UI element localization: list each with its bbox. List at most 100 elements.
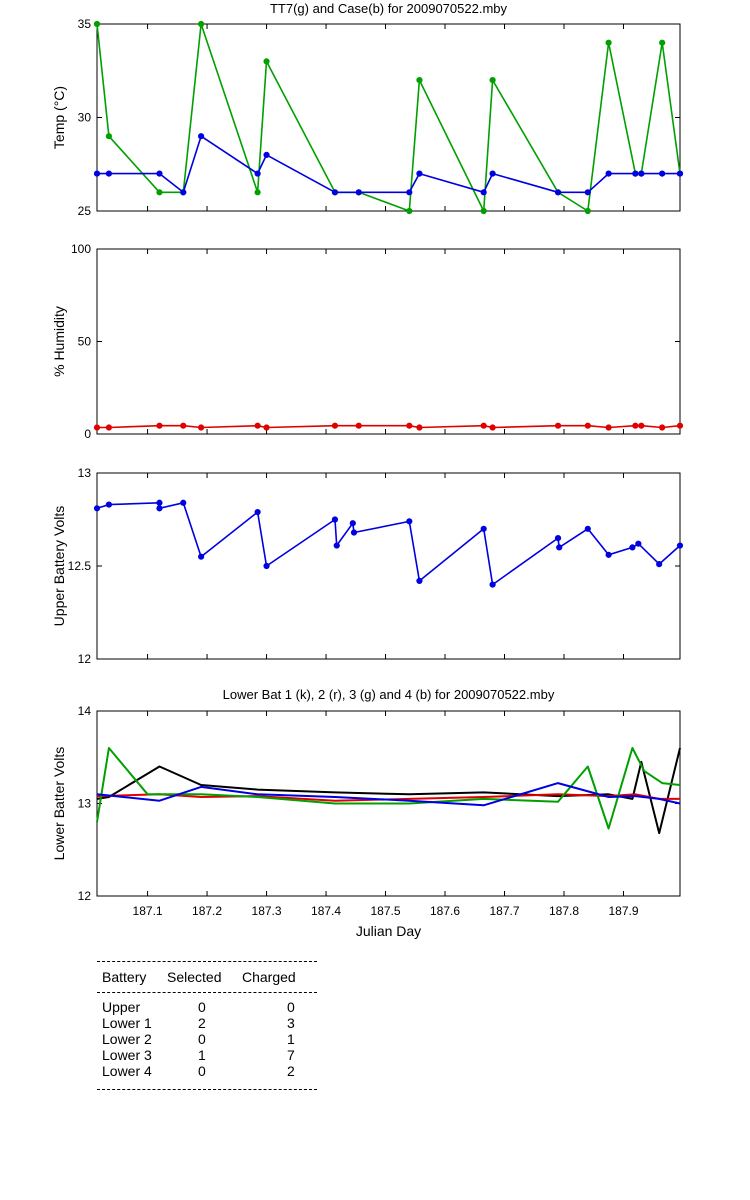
data-point — [416, 577, 423, 584]
y-axis-label: Upper Battery Volts — [51, 506, 67, 627]
data-point — [263, 424, 270, 431]
data-point — [676, 170, 684, 177]
data-point — [656, 561, 663, 568]
table-row: Lower 4 0 2 — [97, 1063, 317, 1079]
battery-charged: 0 — [287, 999, 295, 1015]
x-tick-label: 187.7 — [489, 904, 519, 918]
data-point — [489, 77, 496, 84]
data-point — [350, 529, 358, 536]
data-point — [406, 207, 413, 215]
data-point — [584, 189, 591, 196]
data-point — [263, 151, 270, 158]
y-tick-label: 13 — [78, 466, 92, 480]
data-point — [156, 170, 163, 177]
data-point — [554, 422, 562, 429]
series-line — [96, 747, 681, 830]
series-line — [96, 747, 681, 835]
battery-selected: 0 — [198, 1031, 206, 1047]
data-point — [180, 499, 187, 506]
data-point — [584, 207, 591, 215]
x-tick-label: 187.4 — [311, 904, 341, 918]
data-point — [659, 170, 666, 177]
data-point — [93, 424, 101, 431]
table-header-row: Battery Selected Charged — [97, 962, 317, 992]
y-tick-label: 12 — [78, 652, 92, 666]
battery-selected: 0 — [198, 999, 206, 1015]
table-row: Upper 0 0 — [97, 999, 317, 1015]
x-axis-label: Julian Day — [356, 923, 421, 939]
series-line — [96, 23, 681, 212]
data-point — [156, 422, 163, 429]
y-tick-label: 12 — [78, 889, 92, 903]
battery-selected: 2 — [198, 1015, 206, 1031]
y-axis-label: % Humidity — [51, 306, 67, 377]
data-point — [659, 39, 666, 46]
data-point — [605, 39, 612, 46]
battery-name: Lower 4 — [102, 1063, 152, 1079]
data-point — [556, 544, 563, 551]
chart-title: TT7(g) and Case(b) for 2009070522.mby — [270, 1, 508, 16]
data-point — [331, 516, 339, 523]
battery-selected: 0 — [198, 1063, 206, 1079]
y-tick-label: 0 — [84, 427, 91, 441]
data-point — [156, 499, 163, 506]
data-point — [349, 520, 356, 527]
x-tick-label: 187.6 — [430, 904, 460, 918]
data-point — [489, 170, 496, 177]
data-point — [638, 422, 645, 429]
y-tick-label: 30 — [78, 111, 92, 125]
data-point — [406, 422, 413, 429]
table-divider-bottom — [97, 1089, 317, 1090]
data-point — [638, 170, 645, 177]
data-point — [156, 189, 163, 196]
data-point — [331, 189, 339, 196]
data-point — [105, 424, 112, 431]
x-tick-label: 187.5 — [371, 904, 401, 918]
data-point — [198, 424, 205, 431]
battery-charged: 7 — [287, 1047, 295, 1063]
data-point — [105, 170, 112, 177]
data-point — [198, 20, 205, 28]
data-point — [676, 542, 684, 549]
battery-table: Battery Selected Charged Upper 0 0 Lower… — [97, 961, 317, 1090]
data-point — [406, 518, 413, 525]
data-point — [105, 133, 112, 140]
data-point — [480, 422, 487, 429]
charts-canvas: 25 30 35 TT7(g) and Case(b) for 2009070522.… — [51, 1, 684, 939]
data-point — [254, 422, 261, 429]
data-point — [480, 189, 487, 196]
data-point — [489, 424, 496, 431]
plot-frame — [96, 248, 681, 435]
x-tick-label: 187.3 — [252, 904, 282, 918]
battery-name: Upper — [102, 999, 141, 1015]
data-point — [198, 553, 205, 560]
data-point — [180, 189, 187, 196]
battery-name: Lower 2 — [102, 1031, 152, 1047]
data-point — [489, 581, 496, 588]
x-tick-label: 187.8 — [549, 904, 579, 918]
y-tick-label: 50 — [78, 335, 92, 349]
data-point — [156, 505, 163, 512]
battery-charged: 3 — [287, 1015, 295, 1031]
data-point — [480, 207, 487, 215]
x-tick-label: 187.1 — [133, 904, 163, 918]
table-row: Lower 2 0 1 — [97, 1031, 317, 1047]
data-point — [254, 508, 261, 516]
data-point — [254, 189, 261, 196]
y-tick-label: 13 — [78, 797, 92, 811]
data-point — [480, 525, 487, 532]
data-point — [629, 544, 636, 551]
data-point — [632, 422, 639, 429]
data-point — [105, 501, 112, 508]
data-point — [584, 525, 591, 532]
table-divider-top — [97, 961, 317, 962]
data-point — [632, 170, 639, 177]
data-point — [355, 422, 362, 429]
data-point — [605, 170, 612, 177]
y-tick-label: 35 — [78, 17, 92, 31]
data-point — [659, 424, 666, 431]
header-charged: Charged — [242, 969, 296, 985]
series-line — [96, 501, 681, 586]
y-tick-label: 14 — [78, 704, 92, 718]
data-point — [93, 170, 101, 177]
